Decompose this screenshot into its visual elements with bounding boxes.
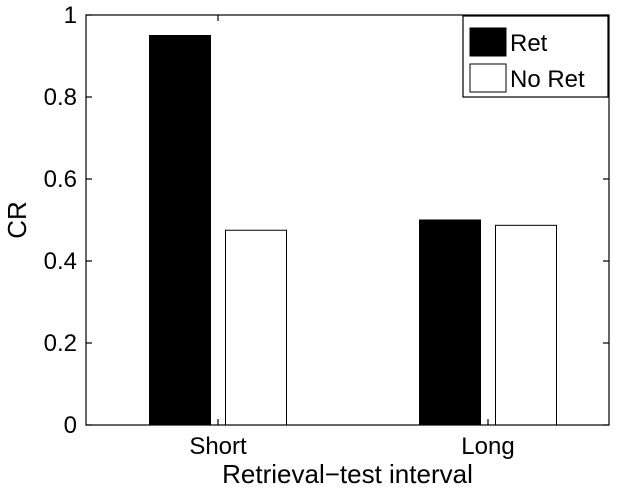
y-tick-label: 0.4 xyxy=(44,248,77,275)
y-tick-label: 0 xyxy=(64,412,77,439)
x-tick-label-long: Long xyxy=(461,433,514,460)
bar-short-no-ret xyxy=(225,229,287,426)
y-tick-labels: 0 0.2 0.4 0.6 0.8 1 xyxy=(44,2,77,439)
plot-frame xyxy=(85,14,610,426)
bar-long-no-ret xyxy=(495,224,557,426)
y-axis-label: CR xyxy=(2,201,32,239)
x-tick-labels: Short Long xyxy=(189,433,514,460)
bars-group xyxy=(149,35,557,426)
legend: Ret No Ret xyxy=(462,15,609,98)
y-tick-label: 1 xyxy=(64,2,77,29)
x-tick-label-short: Short xyxy=(189,433,247,460)
y-tick-label: 0.8 xyxy=(44,84,77,111)
bar-short-ret xyxy=(149,35,211,426)
bar-long-ret xyxy=(419,219,481,426)
x-axis-label: Retrieval−test interval xyxy=(222,459,473,489)
legend-swatch-no-ret xyxy=(469,63,507,93)
legend-label-ret: Ret xyxy=(510,30,548,57)
legend-label-no-ret: No Ret xyxy=(510,66,585,93)
y-tick-label: 0.2 xyxy=(44,330,77,357)
legend-swatch-ret xyxy=(469,27,507,57)
y-tick-label: 0.6 xyxy=(44,166,77,193)
